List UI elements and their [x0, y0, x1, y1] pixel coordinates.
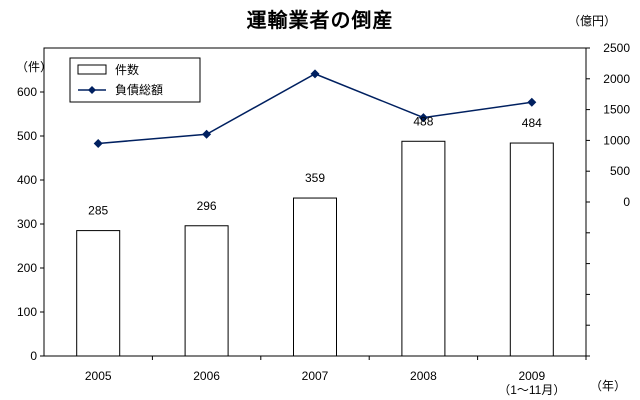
left-tick-label: 300: [17, 217, 37, 231]
legend-label: 件数: [115, 62, 139, 77]
legend-bar-swatch: [77, 64, 107, 75]
left-tick-label: 500: [17, 129, 37, 143]
bar-value-label: 484: [522, 116, 542, 130]
data-labels: 285 296 359 488 484: [88, 114, 542, 217]
debt-point-marker: [527, 97, 537, 107]
debt-point-marker: [418, 113, 428, 123]
left-tick-label: 600: [17, 85, 37, 99]
left-tick-label: 0: [30, 349, 37, 363]
right-tick-label: 2000: [603, 72, 630, 86]
bar-value-label: 359: [305, 171, 325, 185]
legend-label: 負債総額: [115, 82, 163, 97]
bar: [184, 225, 229, 357]
bar: [293, 197, 337, 357]
bar-value-label: 285: [88, 204, 108, 218]
chart-title: 運輸業者の倒産: [246, 8, 394, 32]
debt-point-marker: [310, 69, 320, 79]
right-tick-label: 1500: [603, 103, 630, 117]
axes: 0 100 200 300 400 500 600 0 500 1000 1500 2000 2500 2…: [17, 41, 630, 397]
bar: [76, 230, 121, 357]
right-tick-label: 2500: [603, 41, 630, 55]
bars: [76, 140, 554, 357]
bar-value-label: 296: [197, 199, 217, 213]
bar-value-label: 488: [413, 114, 433, 128]
x-tick-label: （1〜11月）: [498, 383, 565, 397]
left-axis-unit: （件）: [16, 60, 53, 74]
right-axis-unit: （億円）: [568, 14, 617, 28]
x-tick-label: 2005: [85, 369, 112, 383]
debt-point-marker: [202, 129, 212, 139]
bar: [401, 140, 446, 357]
left-tick-label: 100: [17, 305, 37, 319]
x-tick-label: 2006: [193, 369, 220, 383]
x-tick-label: 2009: [518, 369, 545, 383]
x-tick-label: 2007: [302, 369, 329, 383]
right-tick-label: 1000: [603, 133, 630, 147]
right-tick-label: 500: [610, 164, 630, 178]
legend-line-marker: [88, 86, 96, 94]
debt-point-marker: [93, 138, 103, 148]
right-tick-label: 0: [623, 195, 630, 209]
left-tick-label: 200: [17, 261, 37, 275]
bar: [509, 142, 554, 357]
x-axis-unit: （年）: [590, 379, 627, 393]
x-tick-label: 2008: [410, 369, 437, 383]
debt-line: [93, 69, 537, 148]
left-tick-label: 400: [17, 173, 37, 187]
